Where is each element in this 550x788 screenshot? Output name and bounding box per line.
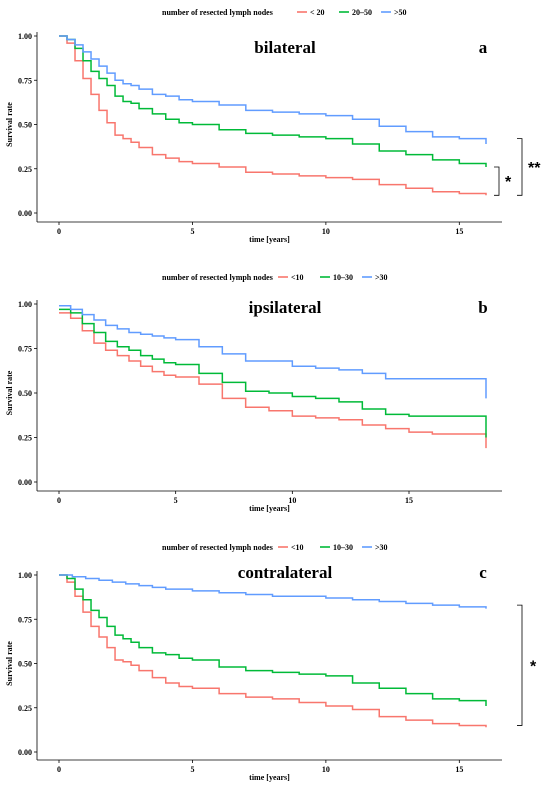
y-tick-label-2: 0.50 xyxy=(18,389,32,398)
significance-bracket-inner xyxy=(494,166,500,196)
y-tick-label-4: 1.00 xyxy=(18,32,32,41)
y-tick-label-0: 0.00 xyxy=(18,209,32,218)
legend-title: number of resected lymph nodes xyxy=(162,273,273,282)
y-tick-label-4: 1.00 xyxy=(18,571,32,580)
x-axis-title: time [years] xyxy=(249,504,290,513)
y-tick-label-2: 0.50 xyxy=(18,660,32,669)
chart-panel-a: number of resected lymph nodes < 20 20–50 >… xyxy=(5,8,541,244)
x-tick-label-1: 5 xyxy=(174,496,178,505)
y-tick-label-3: 0.75 xyxy=(18,615,32,624)
x-axis-title: time [years] xyxy=(249,235,290,244)
y-tick-label-2: 0.50 xyxy=(18,121,32,130)
y-tick-label-0: 0.00 xyxy=(18,478,32,487)
x-tick-label-1: 5 xyxy=(190,227,194,236)
legend-label-1: 10–30 xyxy=(333,543,353,552)
x-tick-label-2: 10 xyxy=(322,765,330,774)
panel-title: contralateral xyxy=(238,563,333,582)
x-tick-label-3: 15 xyxy=(405,496,413,505)
legend-label-1: 10–30 xyxy=(333,273,353,282)
y-axis-title: Survival rate xyxy=(5,102,14,147)
y-tick-label-3: 0.75 xyxy=(18,76,32,85)
series-line-1 xyxy=(59,308,487,438)
series-line-0 xyxy=(59,312,487,449)
x-tick-label-0: 0 xyxy=(57,227,61,236)
y-tick-label-1: 0.25 xyxy=(18,165,32,174)
significance-label-outer: ** xyxy=(528,160,541,177)
chart-panel-b: number of resected lymph nodes <10 10–30 >3… xyxy=(5,273,502,513)
y-tick-label-0: 0.00 xyxy=(18,748,32,757)
legend-label-2: >30 xyxy=(375,543,388,552)
x-tick-label-3: 15 xyxy=(455,227,463,236)
x-tick-label-3: 15 xyxy=(455,765,463,774)
y-tick-label-3: 0.75 xyxy=(18,345,32,354)
chart-panel-c: number of resected lymph nodes <10 10–30 >3… xyxy=(5,543,537,782)
legend-label-2: >50 xyxy=(394,8,407,17)
y-tick-label-4: 1.00 xyxy=(18,300,32,309)
series-line-1 xyxy=(59,35,487,167)
y-axis-title: Survival rate xyxy=(5,370,14,415)
panel-letter: b xyxy=(478,298,487,317)
y-tick-label-1: 0.25 xyxy=(18,434,32,443)
legend-label-0: < 20 xyxy=(310,8,325,17)
legend: number of resected lymph nodes < 20 20–50 >… xyxy=(162,8,407,17)
legend-title: number of resected lymph nodes xyxy=(162,8,273,17)
y-tick-label-1: 0.25 xyxy=(18,704,32,713)
legend-label-2: >30 xyxy=(375,273,388,282)
x-tick-label-2: 10 xyxy=(322,227,330,236)
x-tick-label-2: 10 xyxy=(288,496,296,505)
legend: number of resected lymph nodes <10 10–30 >3… xyxy=(162,273,388,282)
series-line-2 xyxy=(59,35,487,144)
series-line-2 xyxy=(59,574,487,609)
panel-letter: c xyxy=(479,563,487,582)
legend-label-0: <10 xyxy=(291,543,304,552)
legend-label-1: 20–50 xyxy=(352,8,372,17)
significance-label: * xyxy=(530,658,537,675)
panel-title: ipsilateral xyxy=(249,298,322,317)
x-tick-label-0: 0 xyxy=(57,496,61,505)
legend: number of resected lymph nodes <10 10–30 >3… xyxy=(162,543,388,552)
significance-bracket-outer xyxy=(517,138,523,196)
x-axis-title: time [years] xyxy=(249,773,290,782)
legend-title: number of resected lymph nodes xyxy=(162,543,273,552)
significance-bracket xyxy=(517,604,523,726)
series-line-2 xyxy=(59,305,487,399)
panel-letter: a xyxy=(479,38,488,57)
legend-label-0: <10 xyxy=(291,273,304,282)
x-tick-label-0: 0 xyxy=(57,765,61,774)
series-line-1 xyxy=(59,574,487,706)
panel-title: bilateral xyxy=(254,38,316,57)
y-axis-title: Survival rate xyxy=(5,641,14,686)
x-tick-label-1: 5 xyxy=(190,765,194,774)
series-line-0 xyxy=(59,574,487,728)
significance-label-inner: * xyxy=(505,174,512,191)
series-line-0 xyxy=(59,35,487,196)
